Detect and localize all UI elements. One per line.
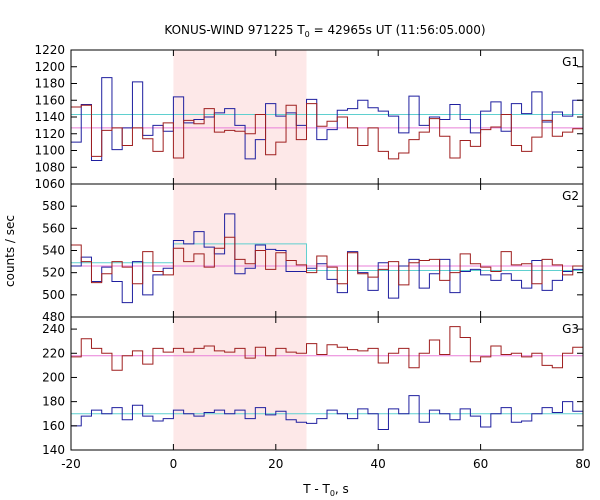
highlight-interval <box>173 317 307 450</box>
panel-g2: 480 500 520 540 560 580 G2 <box>42 183 584 324</box>
x-tick-label: 40 <box>371 457 386 471</box>
series-red-g2 <box>71 236 583 286</box>
y-tick-label: 220 <box>42 346 65 360</box>
y-axis-label: counts / sec <box>3 215 17 287</box>
series-blue-g3 <box>71 395 583 430</box>
y-tick-label: 540 <box>42 244 65 258</box>
series-blue-g1 <box>71 77 583 162</box>
x-axis-label-subscript: 0 <box>330 489 335 498</box>
y-tick-label: 200 <box>42 370 65 384</box>
panel-g1: 1060 1080 1100 1120 1140 1160 1180 1200 1220 G1 <box>34 43 584 191</box>
level-line-cyan <box>71 243 583 271</box>
panel-frame <box>70 49 584 185</box>
y-tick-label: 180 <box>42 395 65 409</box>
y-tick-label: 580 <box>42 199 65 213</box>
y-tick-label: 560 <box>42 221 65 235</box>
y-tick-label: 1160 <box>34 93 65 107</box>
series-red-g1 <box>71 103 583 160</box>
y-tick-label: 1200 <box>34 60 65 74</box>
panel-frame <box>70 183 584 318</box>
y-tick-label: 1220 <box>34 43 65 57</box>
panel-g3: 140 160 180 200 220 240 G3 <box>42 316 584 457</box>
panels-group: 1060 1080 1100 1120 1140 1160 1180 1200 1220 G1 48… <box>34 43 590 471</box>
panel-frame <box>70 316 584 451</box>
highlight-interval <box>173 50 307 184</box>
x-tick-label: 20 <box>268 457 283 471</box>
y-tick-label: 160 <box>42 419 65 433</box>
x-axis-label: T - T0, s <box>302 482 349 498</box>
y-tick-label: 1080 <box>34 160 65 174</box>
x-tick-label: 60 <box>473 457 488 471</box>
y-tick-label: 500 <box>42 288 65 302</box>
y-tick-label: 520 <box>42 266 65 280</box>
series-blue-g2 <box>71 213 583 304</box>
y-tick-label: 1060 <box>34 177 65 191</box>
x-tick-label: 0 <box>170 457 178 471</box>
panel-label: G2 <box>562 189 579 203</box>
chart-title-subscript: 0 <box>305 30 310 39</box>
panel-label: G3 <box>562 322 579 336</box>
x-axis-label-rest: , s <box>335 482 349 496</box>
y-tick-label: 1100 <box>34 144 65 158</box>
y-tick-label: 480 <box>42 310 65 324</box>
series-red-g3 <box>71 326 583 371</box>
y-tick-label: 1140 <box>34 110 65 124</box>
chart-title-rest: = 42965s UT (11:56:05.000) <box>310 23 486 37</box>
highlight-interval <box>173 184 307 317</box>
y-tick-label: 140 <box>42 443 65 457</box>
x-tick-label: -20 <box>61 457 81 471</box>
x-tick-label: 80 <box>575 457 590 471</box>
y-tick-label: 1120 <box>34 127 65 141</box>
y-tick-label: 1180 <box>34 77 65 91</box>
y-tick-label: 240 <box>42 322 65 336</box>
chart-title: KONUS-WIND 971225 T0 = 42965s UT (11:56:… <box>164 23 485 39</box>
panel-label: G1 <box>562 55 579 69</box>
